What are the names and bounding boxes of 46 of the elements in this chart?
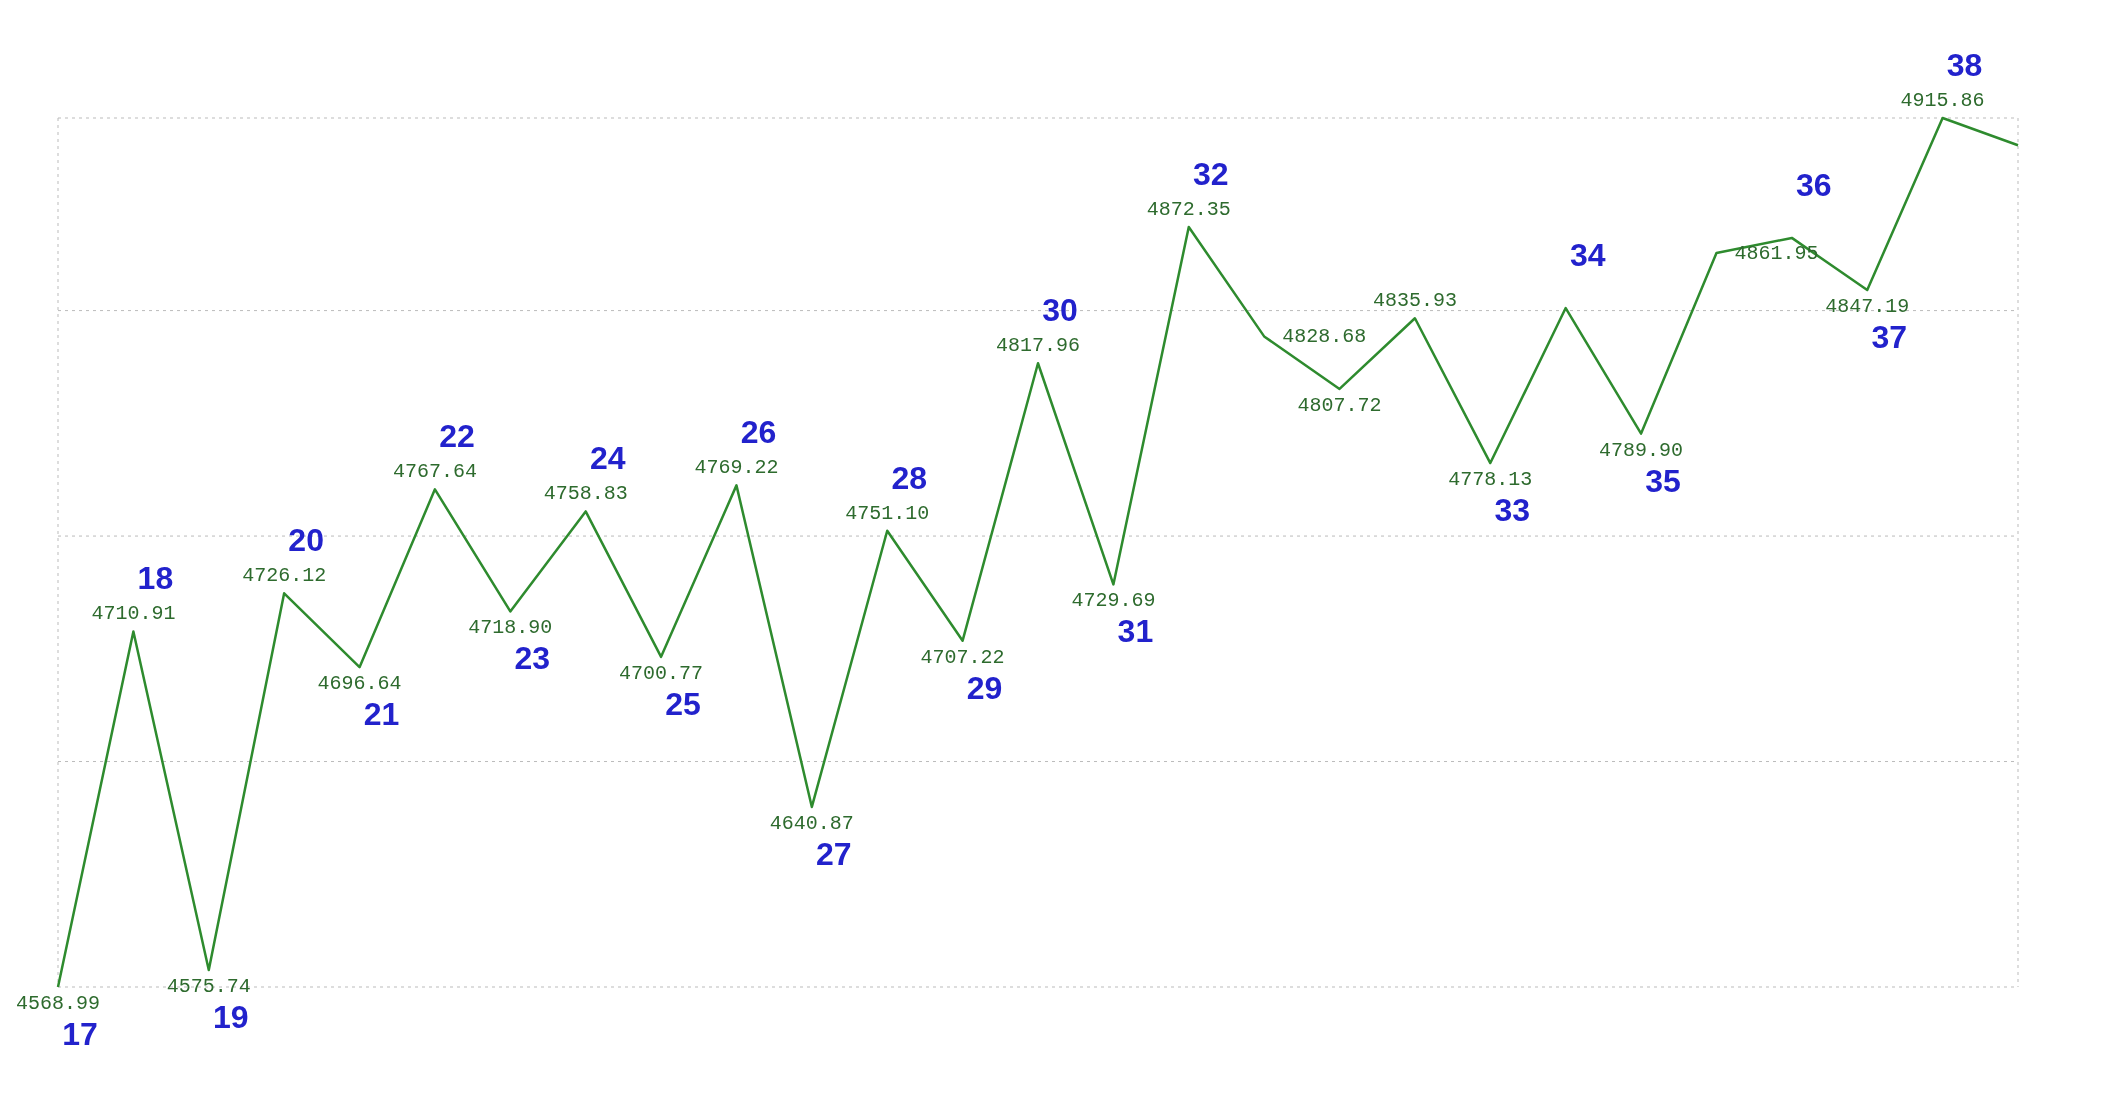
data-label: 4915.86 <box>1900 89 1985 112</box>
data-label: 4575.74 <box>166 975 251 999</box>
annotation: 35 <box>1645 462 1681 499</box>
annotation: 23 <box>514 640 551 677</box>
data-label: 4726.12 <box>242 564 327 588</box>
text: 38 <box>1946 47 1983 83</box>
annotation: 27 <box>816 835 852 872</box>
text: 17 <box>62 1016 98 1052</box>
annotation: 37 <box>1871 319 1908 356</box>
annotation: 30 <box>1042 292 1078 329</box>
annotation: 29 <box>966 669 1003 706</box>
data-label: 4835.93 <box>1372 289 1457 313</box>
data-label: 4751.10 <box>845 501 930 525</box>
annotation: 31 <box>1117 613 1154 650</box>
data-label: 4778.13 <box>1448 468 1533 492</box>
data-label: 4729.69 <box>1071 589 1156 613</box>
data-label: 4710.91 <box>91 602 176 626</box>
annotation: 22 <box>439 418 475 455</box>
annotation: 21 <box>363 696 400 733</box>
annotation: 25 <box>665 685 701 722</box>
data-label: 4718.90 <box>468 616 553 640</box>
data-label: 4640.87 <box>769 811 854 835</box>
annotation: 32 <box>1192 156 1229 192</box>
annotation: 24 <box>589 440 626 477</box>
data-label: 4568.99 <box>15 992 101 1015</box>
annotation: 34 <box>1569 237 1606 274</box>
data-label: 4789.90 <box>1599 438 1684 462</box>
data-label: 4700.77 <box>619 661 704 685</box>
data-label: 4758.83 <box>543 482 628 506</box>
annotation: 33 <box>1494 492 1531 529</box>
annotation: 20 <box>288 522 324 559</box>
annotation: 36 <box>1796 166 1832 203</box>
data-label: 4872.35 <box>1146 198 1231 221</box>
text: 19 <box>212 999 249 1036</box>
data-label: 4769.22 <box>694 456 779 480</box>
annotation: 18 <box>137 560 174 597</box>
data-label: 4696.64 <box>317 672 402 696</box>
annotation: 28 <box>891 459 928 496</box>
annotation: 26 <box>740 414 777 451</box>
data-label: 4817.96 <box>995 334 1081 358</box>
data-label: 4707.22 <box>920 645 1005 669</box>
data-label: 4861.95 <box>1734 242 1819 266</box>
data-label: 4767.64 <box>392 460 477 484</box>
data-label: 4847.19 <box>1825 295 1910 319</box>
data-label: 4807.72 <box>1297 393 1382 417</box>
data-label: 4828.68 <box>1282 325 1367 349</box>
